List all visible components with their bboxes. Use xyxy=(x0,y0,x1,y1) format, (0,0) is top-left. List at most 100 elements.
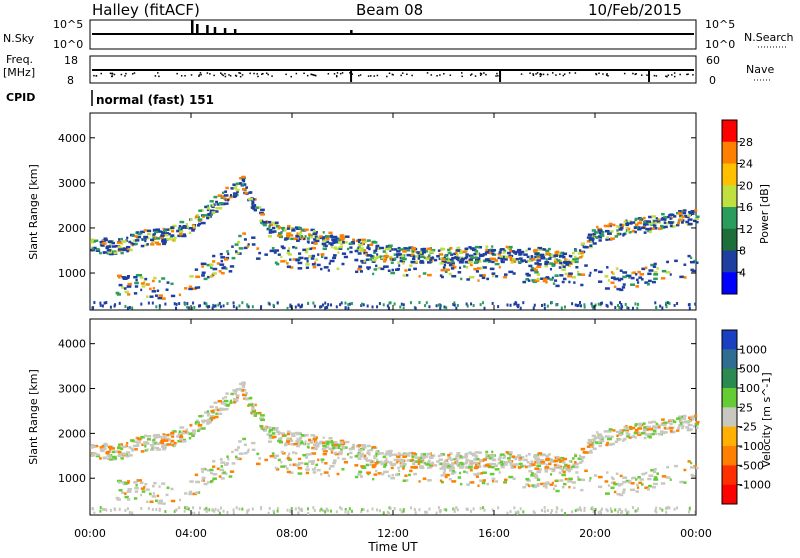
nave-dot xyxy=(341,72,344,74)
power-echo-cell xyxy=(635,285,639,288)
power-echo-cell xyxy=(175,302,178,306)
power-echo-cell xyxy=(164,233,169,237)
velocity-echo-cell xyxy=(451,480,457,483)
nave-label: Nave xyxy=(746,63,774,76)
power-echo-cell xyxy=(178,224,182,228)
velocity-echo-cell xyxy=(260,418,266,422)
x-tick-label: 12:00 xyxy=(377,527,409,540)
power-echo-cell xyxy=(607,279,611,282)
nave-dot xyxy=(388,72,391,74)
power-echo-cell xyxy=(669,221,674,225)
power-echo-cell xyxy=(324,235,328,238)
power-echo-cell xyxy=(126,306,129,310)
nave-dot xyxy=(125,72,127,75)
power-echo-cell xyxy=(653,227,658,230)
power-echo-cell xyxy=(216,203,221,206)
power-echo-cell xyxy=(615,267,619,270)
power-echo-cell xyxy=(598,270,603,274)
velocity-echo-cell xyxy=(271,452,275,455)
power-echo-cell xyxy=(450,267,455,270)
velocity-echo-cell xyxy=(361,443,367,447)
power-echo-cell xyxy=(235,188,240,192)
power-echo-cell xyxy=(504,273,508,276)
velocity-echo-cell xyxy=(668,506,671,510)
nsky-spike xyxy=(350,30,353,34)
power-echo-cell xyxy=(184,226,188,229)
power-echo-cell xyxy=(152,240,155,244)
power-echo-cell xyxy=(549,262,554,265)
velocity-echo-cell xyxy=(426,466,432,469)
power-echo-cell xyxy=(540,255,545,259)
velocity-echo-cell xyxy=(197,511,200,515)
power-echo-cell xyxy=(258,251,262,255)
velocity-echo-cell xyxy=(401,459,405,463)
velocity-echo-cell xyxy=(177,432,181,436)
nave-dot xyxy=(358,74,360,77)
velocity-echo-cell xyxy=(134,490,139,493)
power-echo-cell xyxy=(497,256,501,260)
velocity-echo-cell xyxy=(287,455,290,458)
power-echo-cell xyxy=(152,236,155,239)
velocity-echo-cell xyxy=(599,439,605,443)
power-echo-cell xyxy=(406,253,411,257)
velocity-echo-cell xyxy=(588,443,593,447)
nave-dot xyxy=(113,73,116,76)
velocity-echo-cell xyxy=(295,464,300,467)
power-echo-cell xyxy=(545,252,551,255)
velocity-echo-cell xyxy=(189,480,194,483)
velocity-echo-cell xyxy=(134,440,138,444)
power-echo-cell xyxy=(544,264,549,268)
power-echo-cell xyxy=(484,251,490,254)
power-echo-cell xyxy=(316,263,321,267)
power-echo-cell xyxy=(390,257,393,260)
power-echo-cell xyxy=(690,212,695,215)
power-echo-cell xyxy=(588,274,591,277)
velocity-echo-cell xyxy=(172,430,177,433)
power-echo-cell xyxy=(539,248,544,251)
power-echo-cell xyxy=(226,198,230,202)
power-y-tick-label: 2000 xyxy=(58,222,86,235)
velocity-echo-cell xyxy=(144,449,148,452)
power-echo-cell xyxy=(651,280,656,284)
velocity-echo-cell xyxy=(474,455,479,458)
velocity-echo-cell xyxy=(631,435,636,438)
velocity-echo-cell xyxy=(328,447,333,451)
power-echo-cell xyxy=(459,249,463,253)
velocity-echo-cell xyxy=(477,484,480,487)
nave-dot xyxy=(562,74,565,77)
velocity-echo-cell xyxy=(298,436,303,440)
power-echo-cell xyxy=(444,254,448,258)
velocity-echo-cell xyxy=(210,418,214,422)
velocity-echo-cell xyxy=(614,440,619,444)
power-echo-cell xyxy=(441,260,446,264)
power-echo-cell xyxy=(563,305,566,309)
velocity-echo-cell xyxy=(513,506,516,510)
power-echo-cell xyxy=(223,258,229,261)
velocity-echo-cell xyxy=(178,430,182,433)
velocity-echo-cell xyxy=(134,448,138,451)
power-echo-cell xyxy=(477,279,480,282)
power-echo-cell xyxy=(251,305,254,309)
velocity-echo-cell xyxy=(451,469,455,473)
power-echo-cell xyxy=(322,239,327,243)
velocity-echo-cell xyxy=(327,509,330,513)
power-echo-cell xyxy=(165,232,170,235)
velocity-echo-cell xyxy=(324,462,328,465)
power-echo-cell xyxy=(383,260,387,263)
velocity-echo-cell xyxy=(487,465,492,469)
power-echo-cell xyxy=(332,256,337,260)
velocity-echo-cell xyxy=(340,448,343,451)
power-echo-cell xyxy=(207,212,211,216)
velocity-echo-cell xyxy=(494,464,499,468)
power-echo-cell xyxy=(453,303,456,307)
velocity-echo-cell xyxy=(690,473,694,477)
velocity-echo-cell xyxy=(679,417,683,421)
velocity-echo-cell xyxy=(211,478,215,482)
velocity-echo-cell xyxy=(605,508,608,512)
velocity-echo-cell xyxy=(193,511,196,515)
velocity-echo-cell xyxy=(419,456,423,460)
velocity-echo-cell xyxy=(656,425,661,428)
power-echo-cell xyxy=(619,288,624,292)
velocity-echo-cell xyxy=(408,473,411,477)
velocity-echo-cell xyxy=(666,506,669,510)
